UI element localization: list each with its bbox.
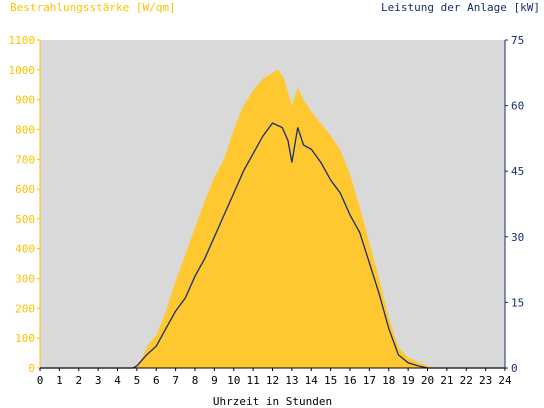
left-tick-label: 500 (15, 213, 35, 226)
x-tick-label: 12 (266, 374, 279, 387)
x-tick-label: 21 (440, 374, 453, 387)
left-tick-label: 800 (15, 123, 35, 136)
x-tick-label: 20 (421, 374, 434, 387)
right-axis-ticks: 0 15 30 45 60 75 (505, 34, 524, 375)
x-tick-label: 7 (172, 374, 179, 387)
x-tick-label: 3 (95, 374, 102, 387)
right-tick-label: 60 (511, 100, 524, 113)
x-tick-label: 16 (343, 374, 356, 387)
x-tick-label: 8 (192, 374, 199, 387)
x-tick-label: 22 (460, 374, 473, 387)
left-tick-label: 600 (15, 183, 35, 196)
x-tick-label: 10 (227, 374, 240, 387)
left-tick-label: 900 (15, 94, 35, 107)
x-tick-label: 17 (363, 374, 376, 387)
left-tick-label: 700 (15, 153, 35, 166)
power-line (40, 122, 505, 369)
left-tick-label: 300 (15, 273, 35, 286)
right-tick-label: 75 (511, 34, 524, 47)
x-tick-label: 9 (211, 374, 218, 387)
x-axis-ticks: 0 1 2 3 4 5 6 7 8 9 10 11 12 13 14 15 16 17 18 19 20 21 22 23 24 (37, 368, 512, 387)
left-tick-label: 1000 (9, 64, 36, 77)
x-tick-label: 18 (382, 374, 395, 387)
x-tick-label: 23 (479, 374, 492, 387)
left-axis-title: Bestrahlungsstärke [W/qm] (10, 1, 176, 14)
x-axis-label: Uhrzeit in Stunden (213, 395, 332, 408)
right-axis-title: Leistung der Anlage [kW] (381, 1, 540, 14)
left-tick-label: 100 (15, 332, 35, 345)
x-tick-label: 6 (153, 374, 160, 387)
right-tick-label: 30 (511, 231, 524, 244)
x-tick-label: 11 (247, 374, 260, 387)
x-tick-label: 24 (498, 374, 512, 387)
x-tick-label: 15 (324, 374, 337, 387)
x-tick-label: 14 (305, 374, 319, 387)
x-tick-label: 5 (134, 374, 141, 387)
left-tick-label: 200 (15, 302, 35, 315)
right-tick-label: 15 (511, 296, 524, 309)
right-tick-label: 0 (511, 362, 518, 375)
x-tick-label: 19 (402, 374, 415, 387)
right-tick-label: 45 (511, 165, 524, 178)
x-tick-label: 2 (75, 374, 82, 387)
left-axis-ticks: 0 100 200 300 400 500 600 700 800 900 1000 1100 (9, 34, 40, 375)
left-tick-label: 400 (15, 243, 35, 256)
x-tick-label: 4 (114, 374, 121, 387)
x-tick-label: 0 (37, 374, 44, 387)
left-tick-label: 1100 (9, 34, 36, 47)
left-tick-label: 0 (28, 362, 35, 375)
x-tick-label: 1 (56, 374, 63, 387)
irradiance-area (40, 69, 505, 369)
x-tick-label: 13 (285, 374, 298, 387)
